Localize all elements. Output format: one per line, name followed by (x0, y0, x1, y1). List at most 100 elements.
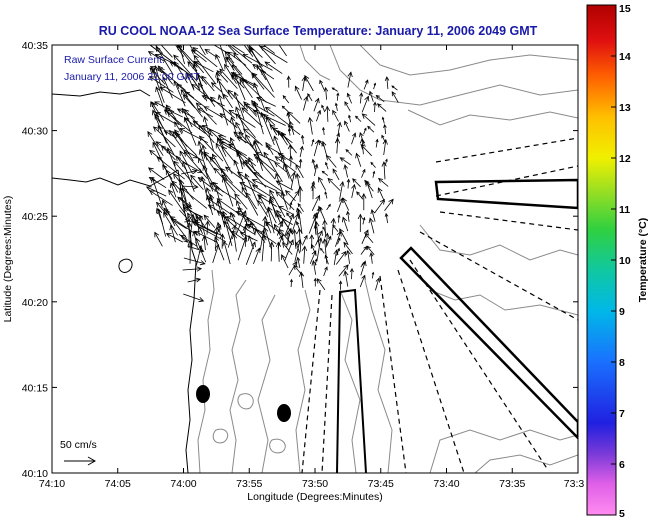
current-arrow (361, 230, 369, 244)
current-arrowhead (355, 152, 361, 159)
current-arrowhead (295, 163, 301, 170)
current-arrow (234, 92, 245, 120)
current-arrowhead (346, 92, 351, 98)
current-arrow (231, 72, 258, 89)
current-arrow (260, 112, 275, 146)
current-arrowhead (331, 87, 335, 91)
current-arrowhead (264, 61, 271, 67)
current-arrowhead (253, 153, 259, 160)
current-arrowhead (301, 245, 308, 252)
current-arrowhead (280, 191, 286, 198)
x-axis-label: Longitude (Degrees:Minutes) (247, 491, 382, 503)
current-arrowhead (168, 189, 174, 196)
current-arrowhead (265, 141, 271, 148)
current-arrowhead (296, 227, 303, 234)
current-arrow (278, 45, 287, 57)
current-arrow (233, 52, 255, 76)
current-arrowhead (259, 45, 266, 51)
current-arrowhead (337, 247, 340, 252)
current-arrowhead (198, 157, 203, 164)
current-arrowhead (152, 141, 158, 148)
current-arrow (196, 216, 200, 237)
current-arrowhead (205, 194, 211, 201)
current-arrow (258, 45, 276, 65)
current-arrowhead (275, 241, 282, 248)
current-arrow (382, 117, 385, 124)
current-arrow (383, 161, 386, 180)
current-arrowhead (233, 159, 239, 166)
current-legend-line2: January 11, 2006 21:00 GMT (64, 71, 200, 83)
current-arrow (191, 49, 207, 63)
current-arrowhead (261, 234, 267, 241)
current-arrow (327, 178, 341, 191)
current-arrow (339, 181, 344, 200)
current-arrow (290, 190, 300, 203)
current-arrowhead (344, 101, 349, 106)
current-arrow (146, 186, 167, 197)
current-arrow (297, 257, 301, 268)
current-arrowhead (216, 199, 222, 206)
current-arrow (187, 245, 204, 252)
current-arrow (307, 93, 313, 102)
current-arrow (269, 199, 283, 227)
current-arrowhead (344, 120, 349, 126)
current-arrowhead (384, 76, 390, 82)
current-arrow (250, 221, 256, 236)
current-arrowhead (207, 198, 214, 204)
current-arrow (243, 128, 263, 146)
current-arrowhead (299, 145, 304, 151)
current-arrowhead (229, 136, 235, 143)
current-arrowhead (295, 172, 301, 179)
current-arrowhead (193, 54, 199, 61)
current-arrow (192, 47, 218, 68)
current-arrowhead (239, 232, 246, 237)
current-arrow (233, 234, 237, 252)
current-arrow (235, 113, 256, 138)
current-arrowhead (199, 260, 206, 266)
current-arrowhead (253, 82, 259, 89)
current-arrow (253, 141, 263, 172)
current-arrowhead (214, 226, 220, 232)
current-arrow (235, 210, 246, 235)
current-arrow (282, 242, 293, 255)
current-arrowhead (192, 218, 198, 224)
current-arrow (234, 160, 248, 192)
current-arrow (326, 204, 331, 211)
current-arrow (359, 275, 366, 288)
current-arrow (176, 45, 195, 64)
current-arrow (163, 212, 178, 236)
current-arrowhead (303, 234, 308, 240)
current-arrowhead (277, 206, 284, 211)
current-arrow (282, 95, 290, 104)
current-arrowhead (186, 201, 192, 207)
current-arrowhead (366, 245, 371, 251)
current-arrowhead (284, 189, 291, 196)
current-arrow (347, 72, 352, 88)
current-arrow (340, 157, 351, 166)
current-arrowhead (319, 79, 323, 85)
current-arrowhead (313, 163, 319, 169)
current-arrow (315, 221, 320, 248)
current-arrow (252, 103, 275, 117)
current-arrow (294, 229, 297, 250)
current-arrowhead (169, 224, 175, 231)
current-arrowhead (202, 116, 208, 122)
current-arrowhead (287, 144, 293, 150)
current-arrow (360, 246, 368, 255)
current-arrowhead (334, 102, 338, 107)
current-arrowhead (225, 216, 232, 222)
current-arrow (337, 238, 341, 245)
current-arrow (198, 124, 215, 144)
current-arrowhead (193, 61, 200, 66)
current-arrowhead (237, 171, 243, 177)
current-arrowhead (290, 171, 297, 178)
current-arrow (324, 220, 326, 237)
current-arrowhead (292, 229, 298, 235)
current-arrowhead (253, 100, 259, 107)
current-arrowhead (174, 121, 180, 128)
colorbar-tick-label: 7 (619, 408, 625, 420)
current-arrowhead (377, 187, 383, 194)
current-arrowhead (369, 252, 374, 257)
current-arrow (295, 86, 302, 100)
current-arrowhead (201, 144, 207, 151)
